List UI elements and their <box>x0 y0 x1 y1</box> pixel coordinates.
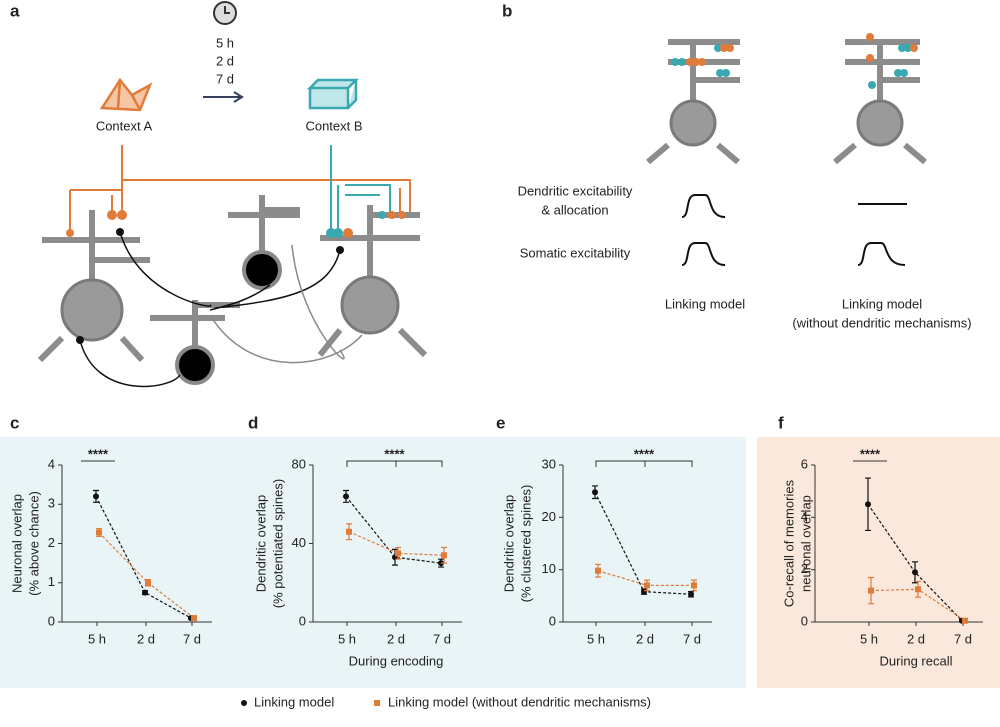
point <box>346 528 352 535</box>
x-tick-label: 2 d <box>636 631 654 646</box>
model-label: Linking model <box>842 296 922 311</box>
x-axis-label: During recall <box>880 653 953 668</box>
point <box>592 489 598 496</box>
point <box>96 529 102 536</box>
point <box>868 587 874 594</box>
panel-label: d <box>248 413 258 432</box>
x-tick-label: 2 d <box>907 631 925 646</box>
y-tick-label: 0 <box>801 613 808 628</box>
context-label: Context B <box>305 118 362 133</box>
x-tick-label: 7 d <box>954 631 972 646</box>
y-tick-label: 2 <box>48 535 55 550</box>
x-tick-label: 2 d <box>137 631 155 646</box>
x-tick-label: 5 h <box>860 631 878 646</box>
x-tick-label: 5 h <box>338 631 356 646</box>
point <box>865 501 871 508</box>
point <box>962 617 968 624</box>
significance-bracket <box>595 460 693 467</box>
x-tick-label: 5 h <box>587 631 605 646</box>
model-label: Linking model <box>665 296 745 311</box>
point <box>395 550 401 557</box>
y-tick-label: 3 <box>48 496 55 511</box>
y-tick-label: 30 <box>542 456 556 471</box>
y-axis-label: Dendritic overlap <box>501 495 516 593</box>
y-axis-label: Co-recall of memories <box>781 479 796 607</box>
diagram-b: Dendritic excitability & allocation Soma… <box>518 33 972 330</box>
panel-bg <box>757 437 1000 688</box>
x-tick-label: 5 h <box>88 631 106 646</box>
x-tick-label: 7 d <box>433 631 451 646</box>
panel-bg <box>0 437 746 688</box>
legend-marker <box>374 700 380 706</box>
x-tick-label: 7 d <box>683 631 701 646</box>
legend-label: Linking model (without dendritic mechani… <box>388 694 651 709</box>
series-line <box>348 531 445 556</box>
y-tick-label: 6 <box>801 456 808 471</box>
interval: 5 h <box>216 35 234 50</box>
y-axis-label: (% potentiated spines) <box>270 479 285 608</box>
point <box>691 582 697 589</box>
y-tick-label: 4 <box>48 456 55 471</box>
series-line <box>345 496 442 564</box>
point <box>145 579 151 586</box>
y-tick-label: 0 <box>549 613 556 628</box>
y-tick-label: 1 <box>48 574 55 589</box>
point <box>644 582 650 589</box>
point <box>142 589 148 596</box>
significance: **** <box>88 446 109 461</box>
point <box>688 591 694 598</box>
point <box>595 567 601 574</box>
y-tick-label: 0 <box>48 613 55 628</box>
y-axis-label: (% above chance) <box>26 491 41 596</box>
y-axis-label: Dendritic overlap <box>253 495 268 593</box>
y-axis-label: neuronal overlap <box>798 495 813 592</box>
panel-label: e <box>496 413 505 432</box>
significance: **** <box>384 446 405 461</box>
diagram-a: 5 h 2 d 7 d Context A Context B <box>37 1 428 388</box>
significance-bracket <box>346 460 443 467</box>
y-axis-label: Neuronal overlap <box>9 494 24 593</box>
point <box>915 586 921 593</box>
significance: **** <box>860 446 881 461</box>
panel-label: a <box>10 1 20 20</box>
point <box>343 493 349 500</box>
point <box>641 588 647 595</box>
row-label: Somatic excitability <box>520 245 631 260</box>
y-tick-label: 4 <box>801 509 808 524</box>
y-tick-label: 0 <box>299 613 306 628</box>
model-label: (without dendritic mechanisms) <box>792 315 971 330</box>
y-axis-label: (% clustered spines) <box>518 485 533 603</box>
interval: 2 d <box>216 53 234 68</box>
panel-label: f <box>778 413 784 432</box>
point <box>191 615 197 622</box>
panel-label: b <box>502 1 512 20</box>
y-tick-label: 20 <box>542 509 556 524</box>
y-tick-label: 80 <box>292 456 306 471</box>
significance: **** <box>634 446 655 461</box>
y-tick-label: 10 <box>542 561 556 576</box>
x-tick-label: 7 d <box>183 631 201 646</box>
point <box>912 569 918 576</box>
interval: 7 d <box>216 71 234 86</box>
y-tick-label: 2 <box>801 561 808 576</box>
point <box>441 552 447 559</box>
legend-label: Linking model <box>254 694 334 709</box>
point <box>93 493 99 500</box>
row-label: & allocation <box>541 202 608 217</box>
x-axis-label: During encoding <box>349 653 444 668</box>
row-label: Dendritic excitability <box>518 183 633 198</box>
legend-marker <box>241 700 247 706</box>
context-label: Context A <box>96 118 153 133</box>
y-tick-label: 40 <box>292 535 306 550</box>
x-tick-label: 2 d <box>387 631 405 646</box>
panel-label: c <box>10 413 19 432</box>
